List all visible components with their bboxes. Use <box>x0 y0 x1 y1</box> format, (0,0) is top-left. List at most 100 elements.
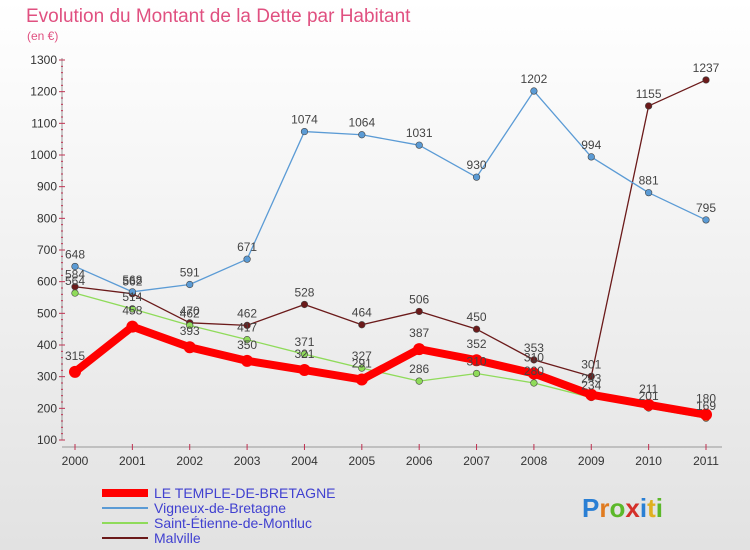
data-label: 301 <box>581 357 601 371</box>
data-label: 310 <box>467 355 487 369</box>
data-point <box>413 343 426 356</box>
data-point <box>358 321 366 329</box>
data-label: 371 <box>294 335 314 349</box>
legend-label: Vigneux-de-Bretagne <box>154 500 286 516</box>
data-label: 648 <box>65 247 85 261</box>
x-tick-label: 2006 <box>406 454 433 468</box>
data-label: 564 <box>65 274 85 288</box>
series-line <box>74 90 707 293</box>
data-label: 584 <box>65 268 85 282</box>
data-point <box>243 321 251 329</box>
y-tick-label: 300 <box>37 370 57 384</box>
data-point <box>587 372 595 380</box>
data-label: 393 <box>180 324 200 338</box>
data-point <box>585 388 598 401</box>
data-label: 211 <box>639 382 658 396</box>
data-point <box>243 255 251 263</box>
data-point <box>128 288 136 296</box>
y-tick-label: 900 <box>37 180 57 194</box>
data-label: 462 <box>237 306 257 320</box>
data-label: 795 <box>696 201 716 215</box>
y-tick-label: 500 <box>37 306 57 320</box>
data-point <box>530 87 538 95</box>
data-label: 1031 <box>406 126 433 140</box>
y-tick-label: 400 <box>37 338 57 352</box>
y-tick-label: 600 <box>37 275 57 289</box>
data-label: 514 <box>122 290 142 304</box>
series-line <box>71 322 710 419</box>
data-label: 280 <box>524 364 544 378</box>
data-point <box>645 189 653 197</box>
x-tick-label: 2003 <box>234 454 261 468</box>
data-point <box>642 398 655 411</box>
data-label: 671 <box>237 240 257 254</box>
x-tick-label: 2002 <box>176 454 203 468</box>
data-point <box>186 321 194 329</box>
series-line <box>74 79 707 377</box>
data-label: 352 <box>467 337 487 351</box>
y-tick-label: 200 <box>37 401 57 415</box>
data-label: 1237 <box>693 61 720 75</box>
x-tick-label: 2000 <box>62 454 89 468</box>
y-tick-label: 1200 <box>30 85 57 99</box>
data-label: 1155 <box>636 87 662 101</box>
data-point <box>69 365 81 378</box>
data-point <box>358 131 366 139</box>
data-label: 201 <box>639 389 659 403</box>
data-point <box>300 350 309 358</box>
x-tick-label: 2011 <box>693 454 719 468</box>
data-label: 1074 <box>291 113 318 127</box>
data-label: 994 <box>581 138 601 152</box>
data-label: 243 <box>581 372 601 386</box>
data-point <box>126 320 139 333</box>
x-tick-label: 2007 <box>463 454 490 468</box>
data-label: 462 <box>180 306 200 320</box>
proxiti-logo: Proxiti <box>582 493 663 523</box>
data-label: 417 <box>237 321 257 335</box>
data-point <box>415 377 423 385</box>
data-label: 470 <box>180 304 200 318</box>
data-point <box>415 141 423 149</box>
data-point <box>355 373 368 386</box>
data-label: 930 <box>467 158 487 172</box>
x-tick-label: 2009 <box>578 454 605 468</box>
y-tick-label: 1000 <box>30 148 57 162</box>
data-point <box>300 300 309 309</box>
data-point <box>700 408 712 421</box>
chart-title: Evolution du Montant de la Dette par Hab… <box>26 6 411 27</box>
data-point <box>472 173 481 181</box>
data-label: 291 <box>352 357 372 371</box>
data-label: 169 <box>696 399 716 413</box>
data-label: 591 <box>180 266 200 280</box>
y-tick-label: 800 <box>37 211 57 225</box>
data-point <box>702 76 710 84</box>
data-point <box>186 280 194 289</box>
y-tick-label: 1300 <box>30 53 57 67</box>
data-point <box>472 325 481 333</box>
data-point <box>241 354 254 367</box>
data-point <box>358 364 366 372</box>
data-point <box>587 153 595 161</box>
data-label: 450 <box>467 310 487 324</box>
x-tick-label: 2005 <box>348 454 375 468</box>
data-label: 568 <box>122 273 142 287</box>
data-point <box>527 367 540 380</box>
data-label: 234 <box>581 379 601 393</box>
y-tick-label: 700 <box>37 243 57 257</box>
data-label: 1064 <box>348 116 375 130</box>
x-tick-label: 2001 <box>119 454 146 468</box>
data-label: 1202 <box>521 72 548 86</box>
data-label: 387 <box>409 326 429 340</box>
y-tick-label: 1100 <box>31 116 57 130</box>
data-label: 458 <box>122 304 142 318</box>
legend-label: LE TEMPLE-DE-BRETAGNE <box>154 485 336 501</box>
data-point <box>243 336 251 344</box>
data-point <box>128 305 136 313</box>
data-label: 180 <box>696 392 716 406</box>
data-point <box>71 262 79 271</box>
legend-label: Saint-Étienne-de-Montluc <box>154 515 312 531</box>
data-label: 562 <box>122 275 142 289</box>
data-point <box>183 341 196 354</box>
data-point <box>702 216 710 224</box>
